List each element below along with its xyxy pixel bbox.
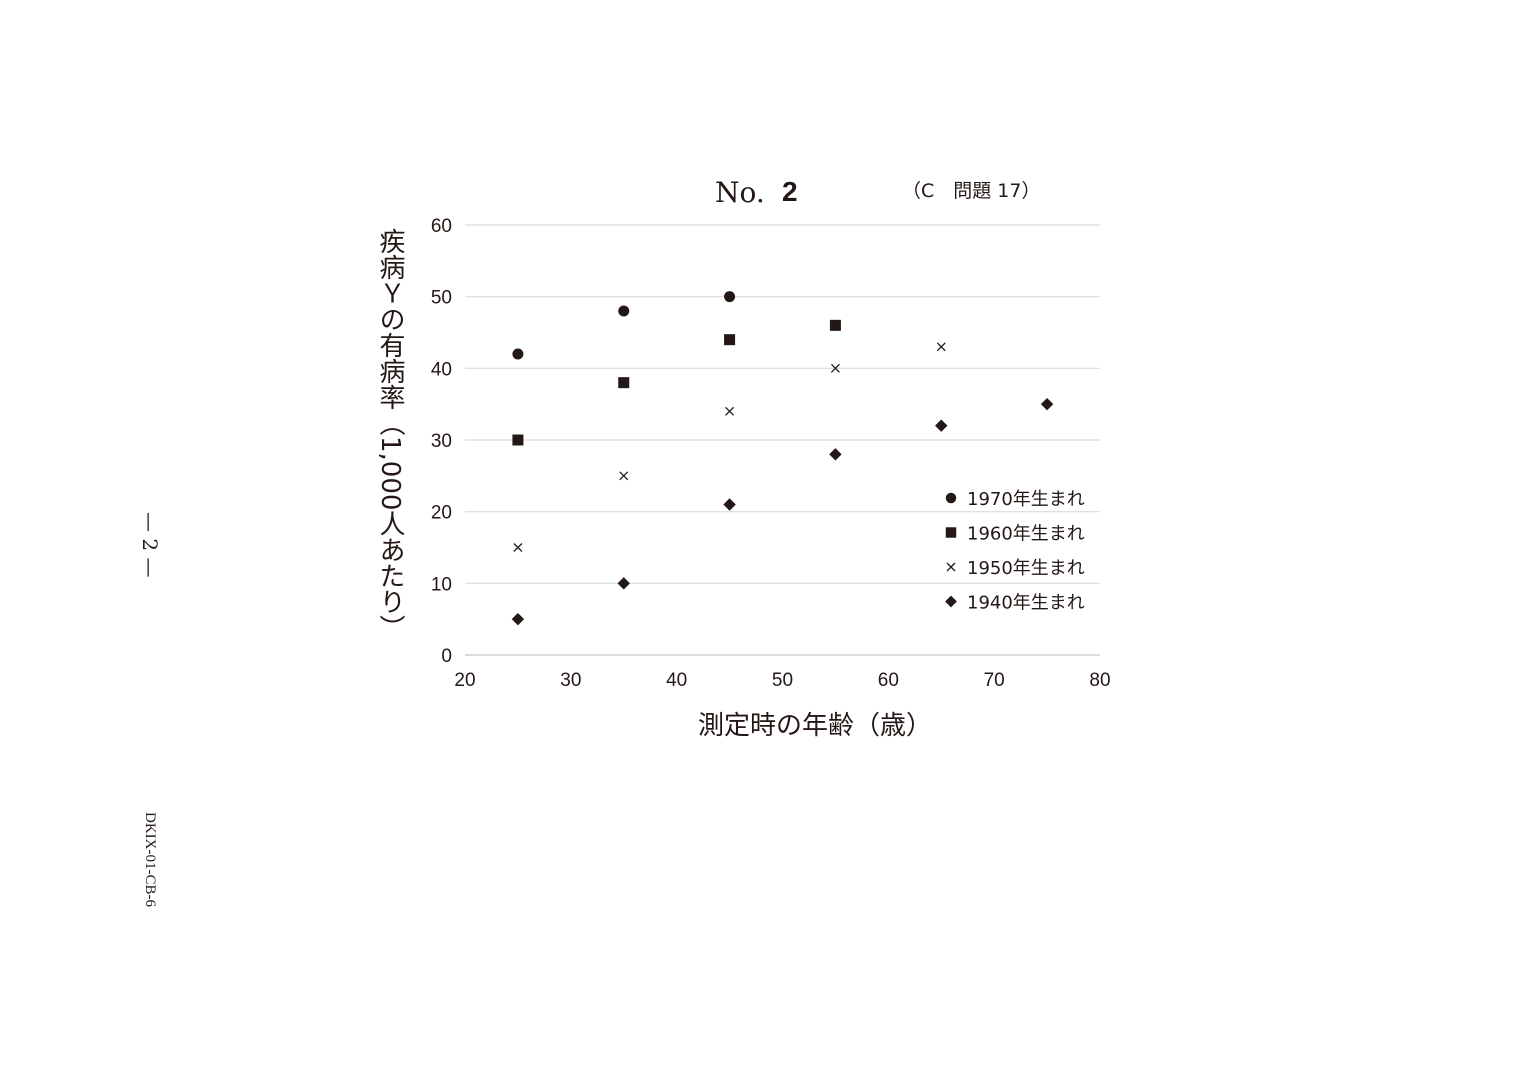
y-tick-label-50: 50 bbox=[431, 288, 452, 309]
chart-question-reference: （C 問題 17） bbox=[902, 180, 1041, 202]
point-square-25-30 bbox=[512, 434, 524, 446]
point-diamond-65-32 bbox=[935, 419, 948, 432]
point-square-55-46 bbox=[829, 319, 841, 331]
document-code: DKIX-01-CB-6 bbox=[142, 812, 158, 907]
x-tick-label-20: 20 bbox=[454, 670, 475, 691]
point-diamond-25-5 bbox=[511, 612, 525, 626]
chart-title-number: 2 bbox=[782, 176, 798, 207]
x-tick-label-30: 30 bbox=[560, 670, 581, 691]
point-square-45-44 bbox=[724, 334, 736, 346]
chart-title-prefix: No. bbox=[715, 176, 765, 209]
point-cross-55-40 bbox=[830, 363, 840, 373]
point-diamond-55-28 bbox=[829, 448, 842, 461]
point-circle-45-50 bbox=[724, 291, 736, 303]
legend-marker-circle bbox=[945, 492, 957, 504]
point-circle-35-48 bbox=[618, 305, 630, 317]
x-axis-label: 測定時の年齢（歳） bbox=[697, 711, 932, 741]
y-tick-label-10: 10 bbox=[431, 574, 452, 595]
point-cross-65-43 bbox=[936, 342, 946, 352]
point-diamond-35-10 bbox=[617, 577, 630, 590]
legend-marker-cross bbox=[946, 562, 956, 572]
legend-label-1: 1970年生まれ bbox=[967, 489, 1085, 510]
y-tick-label-60: 60 bbox=[431, 216, 452, 237]
x-tick-label-40: 40 bbox=[666, 670, 687, 691]
y-tick-label-40: 40 bbox=[431, 359, 452, 380]
x-tick-label-80: 80 bbox=[1089, 670, 1110, 691]
y-tick-label-0: 0 bbox=[441, 646, 452, 667]
legend-label-2: 1960年生まれ bbox=[967, 524, 1085, 545]
legend-label-4: 1940年生まれ bbox=[967, 593, 1085, 614]
point-diamond-75-35 bbox=[1040, 397, 1054, 411]
y-tick-label-30: 30 bbox=[431, 431, 452, 452]
y-axis-label: 疾病Ｙの有病率（1,000人あたり） bbox=[375, 228, 405, 641]
point-cross-45-34 bbox=[725, 406, 735, 416]
legend-marker-square bbox=[945, 527, 957, 538]
y-tick-label-20: 20 bbox=[431, 503, 452, 524]
page-number: — 2 — bbox=[138, 512, 162, 578]
point-circle-25-42 bbox=[512, 348, 524, 360]
legend-label-3: 1950年生まれ bbox=[967, 558, 1085, 579]
x-tick-label-50: 50 bbox=[772, 670, 793, 691]
point-square-35-38 bbox=[618, 377, 630, 389]
point-cross-35-25 bbox=[619, 471, 629, 481]
x-tick-label-60: 60 bbox=[878, 670, 899, 691]
point-cross-25-15 bbox=[513, 543, 523, 552]
x-tick-label-70: 70 bbox=[984, 670, 1005, 691]
legend-marker-diamond bbox=[945, 595, 957, 608]
point-diamond-45-21 bbox=[723, 498, 736, 511]
